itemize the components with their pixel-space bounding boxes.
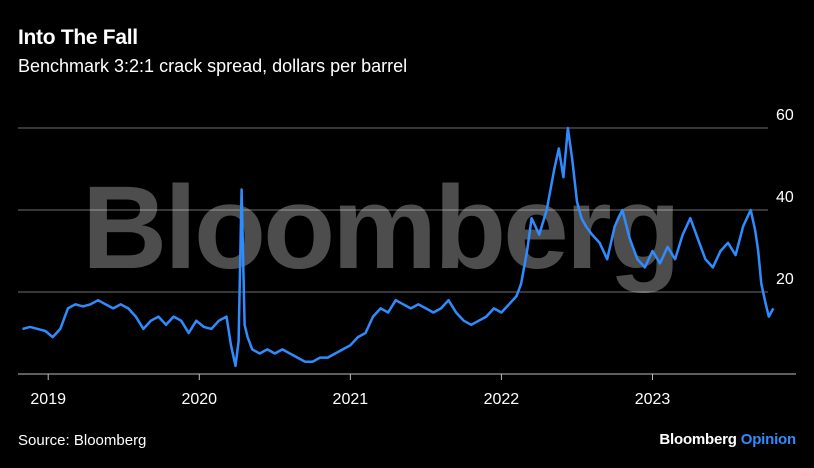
x-tick-label-2021: 2021 <box>333 391 369 408</box>
bloomberg-opinion-logo: Bloomberg Opinion <box>659 431 796 448</box>
y-tick-label-60: 60 <box>776 107 794 124</box>
x-tick-label-2019: 2019 <box>30 391 66 408</box>
gridlines <box>18 127 796 375</box>
x-tick-label-2022: 2022 <box>484 391 520 408</box>
x-axis-ticks: 2019 2020 2021 2022 2023 <box>30 374 670 408</box>
chart-subtitle: Benchmark 3:2:1 crack spread, dollars pe… <box>18 56 408 76</box>
y-axis-ticks: 20 40 60 <box>776 107 794 288</box>
x-tick-label-2023: 2023 <box>635 391 671 408</box>
series-line-0 <box>22 126 775 368</box>
chart-title: Into The Fall <box>18 26 138 49</box>
bloomberg-watermark: Bloomberg <box>82 162 678 294</box>
source-note: Source: Bloomberg <box>18 432 147 449</box>
brand-suffix: Opinion <box>740 431 796 448</box>
y-tick-label-40: 40 <box>776 189 794 206</box>
brand-name: Bloomberg <box>659 431 737 448</box>
series-layer <box>22 126 775 368</box>
y-tick-label-20: 20 <box>776 271 794 288</box>
x-tick-label-2020: 2020 <box>181 391 217 408</box>
